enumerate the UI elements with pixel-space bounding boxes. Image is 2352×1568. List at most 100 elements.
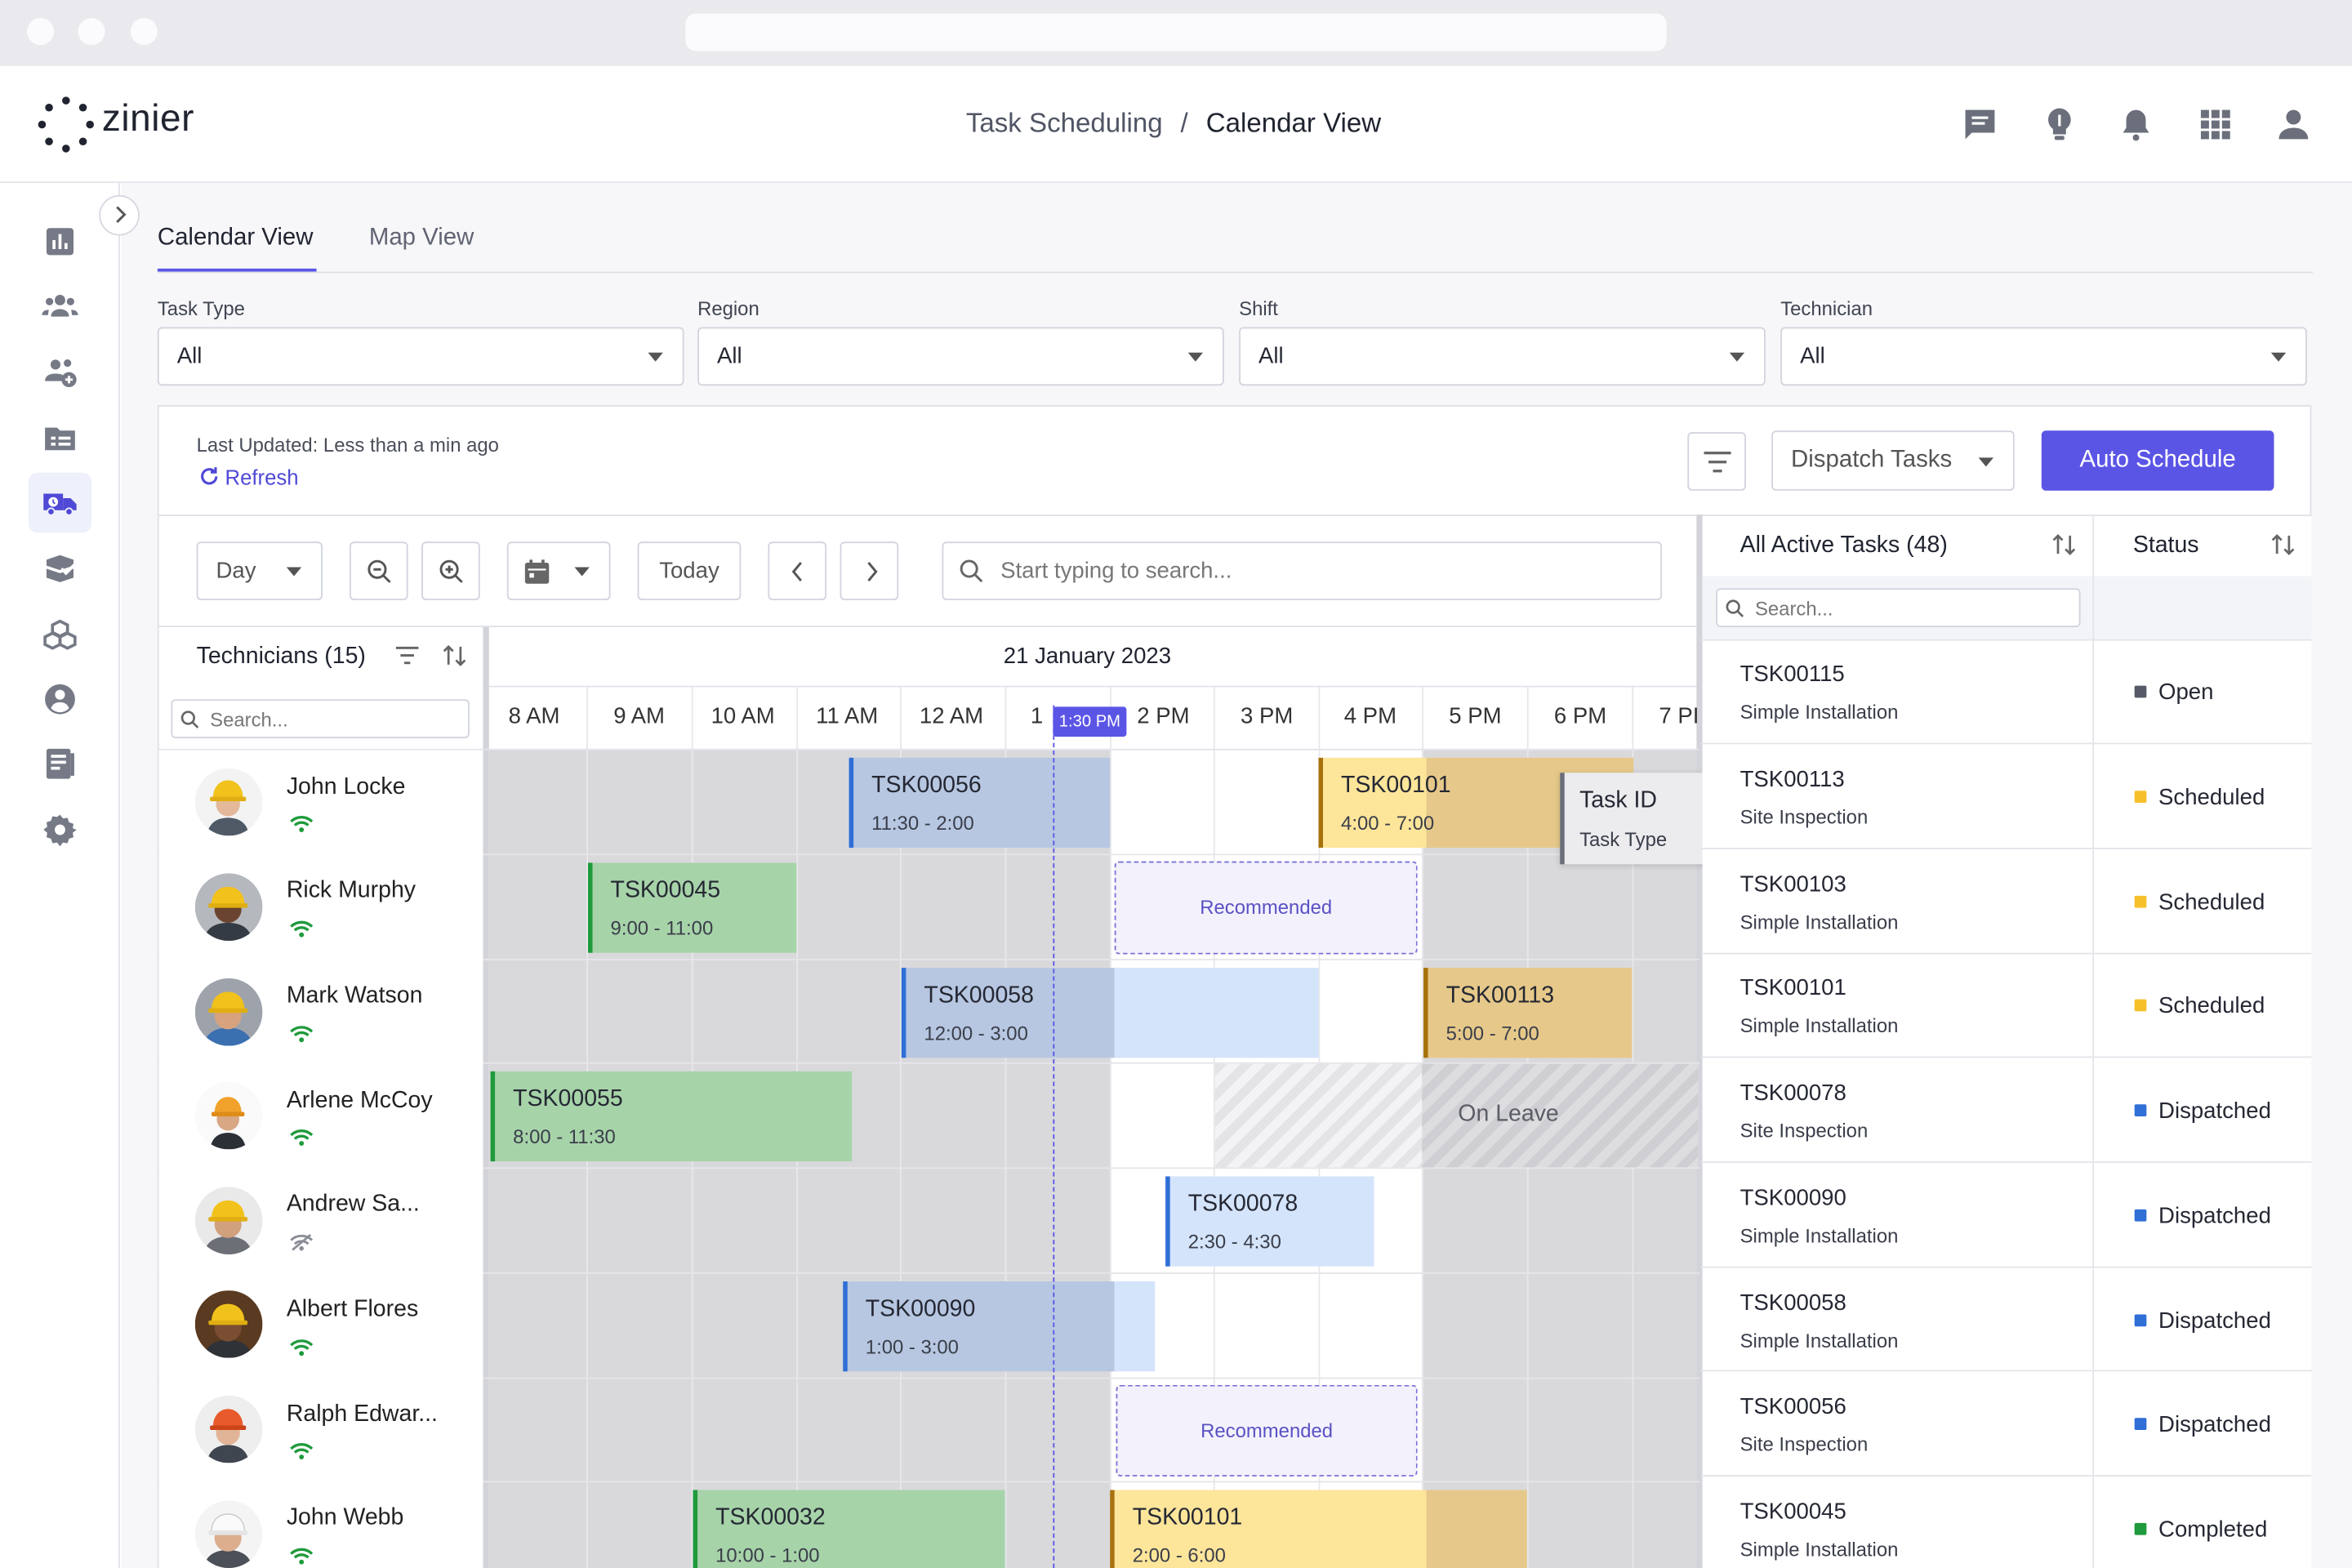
- active-task-id[interactable]: TSK00101: [1740, 975, 1846, 1001]
- hour-label: 12 AM: [919, 703, 984, 729]
- task-block[interactable]: TSK00045 9:00 - 11:00: [587, 862, 797, 953]
- active-task-id[interactable]: TSK00090: [1740, 1185, 1846, 1211]
- hour-label: 9 AM: [613, 703, 666, 729]
- toolbar-divider: [158, 626, 1700, 627]
- shift-select[interactable]: All: [1239, 327, 1766, 386]
- tab-calendar-view[interactable]: Calendar View: [157, 225, 314, 251]
- task-block[interactable]: TSK00056 11:30 - 2:00: [849, 757, 1111, 849]
- technician-name[interactable]: John Locke: [286, 774, 406, 800]
- lightbulb-icon[interactable]: [2040, 105, 2079, 145]
- avatar: [194, 1500, 263, 1568]
- hour-gridline: [1213, 687, 1215, 1568]
- date-picker-button[interactable]: [506, 541, 611, 600]
- today-button[interactable]: Today: [637, 541, 742, 600]
- task-id: TSK00032: [715, 1504, 826, 1531]
- active-task-type: Simple Installation: [1740, 701, 1899, 724]
- technician-name[interactable]: Andrew Sa...: [286, 1191, 420, 1218]
- active-task-id[interactable]: TSK00113: [1740, 766, 1845, 792]
- task-block[interactable]: TSK00101 2:00 - 6:00: [1110, 1490, 1527, 1568]
- tab-map-view[interactable]: Map View: [368, 225, 474, 251]
- account-circle-icon[interactable]: [42, 681, 78, 717]
- status-dot: [2134, 1000, 2147, 1012]
- hour-gridline: [1004, 687, 1007, 1568]
- status-sort-icon[interactable]: [2270, 531, 2296, 558]
- dispatch-tasks-dropdown[interactable]: Dispatch Tasks: [1771, 430, 2015, 491]
- technician-name[interactable]: John Webb: [286, 1504, 404, 1531]
- address-bar[interactable]: [685, 13, 1667, 51]
- task-block[interactable]: TSK00032 10:00 - 1:00: [693, 1490, 1005, 1568]
- task-type-select[interactable]: All: [157, 327, 684, 386]
- team-icon[interactable]: [42, 288, 78, 324]
- active-task-id[interactable]: TSK00115: [1740, 662, 1845, 688]
- task-id: TSK00113: [1446, 982, 1555, 1009]
- technician-name[interactable]: Mark Watson: [286, 982, 423, 1009]
- active-task-status: Scheduled: [2158, 993, 2265, 1019]
- wifi-online-icon: [289, 1337, 314, 1356]
- add-team-icon[interactable]: [42, 354, 78, 390]
- refresh-icon[interactable]: [198, 466, 220, 488]
- chevron-down-icon: [286, 567, 302, 577]
- active-task-id[interactable]: TSK00045: [1740, 1499, 1846, 1525]
- window-maximize-dot[interactable]: [130, 18, 158, 46]
- folder-icon[interactable]: [42, 420, 78, 456]
- task-block[interactable]: TSK00055 8:00 - 11:30: [490, 1071, 853, 1162]
- task-time: 9:00 - 11:00: [610, 916, 714, 940]
- active-task-type: Simple Installation: [1740, 1223, 1899, 1247]
- region-select[interactable]: All: [697, 327, 1224, 386]
- task-block[interactable]: TSK00090 1:00 - 3:00: [843, 1281, 1156, 1372]
- task-search-input[interactable]: Start typing to search...: [942, 541, 1663, 600]
- dispatch-truck-icon[interactable]: [42, 484, 78, 520]
- status-dot: [2134, 1104, 2147, 1116]
- technician-name[interactable]: Rick Murphy: [286, 877, 416, 904]
- task-block[interactable]: TSK00113 5:00 - 7:00: [1423, 968, 1633, 1058]
- filter-button[interactable]: [1687, 432, 1746, 491]
- chat-icon[interactable]: [1961, 105, 2000, 145]
- technician-name[interactable]: Arlene McCoy: [286, 1088, 433, 1114]
- status-dot: [2134, 1522, 2147, 1535]
- sidebar-toggle-button[interactable]: [99, 194, 140, 236]
- active-tasks-sort-icon[interactable]: [2051, 531, 2078, 558]
- shift-value: All: [1258, 343, 1284, 369]
- status-dot: [2134, 1313, 2147, 1326]
- zoom-out-button[interactable]: [349, 541, 408, 600]
- view-mode-dropdown[interactable]: Day: [196, 541, 323, 600]
- task-block[interactable]: TSK00058 12:00 - 3:00: [901, 968, 1319, 1058]
- task-time: 10:00 - 1:00: [715, 1544, 820, 1567]
- technician-name[interactable]: Ralph Edwar...: [286, 1401, 438, 1428]
- zoom-in-icon: [439, 559, 463, 583]
- reports-book-icon[interactable]: [42, 746, 78, 782]
- technician-sort-icon[interactable]: [441, 642, 468, 669]
- dashboard-chart-icon[interactable]: [42, 224, 78, 260]
- active-task-id[interactable]: TSK00103: [1740, 871, 1846, 897]
- active-task-id[interactable]: TSK00058: [1740, 1290, 1846, 1316]
- status-dot: [2134, 894, 2147, 907]
- recommended-slot[interactable]: Recommended: [1114, 861, 1418, 955]
- settings-gear-icon[interactable]: [42, 812, 78, 848]
- auto-schedule-button[interactable]: Auto Schedule: [2041, 430, 2274, 491]
- breadcrumb-parent[interactable]: Task Scheduling: [965, 108, 1163, 139]
- task-id: TSK00078: [1187, 1191, 1298, 1218]
- panel-divider: [158, 514, 2312, 517]
- bell-icon[interactable]: [2117, 105, 2156, 145]
- task-block[interactable]: TSK00078 2:30 - 4:30: [1165, 1176, 1374, 1267]
- user-profile-icon[interactable]: [2274, 105, 2313, 145]
- window-close-dot[interactable]: [27, 18, 55, 46]
- technician-filter-icon[interactable]: [394, 645, 420, 666]
- active-tasks-search-input[interactable]: Search...: [1716, 588, 2081, 627]
- refresh-link[interactable]: Refresh: [225, 465, 299, 489]
- apps-grid-icon[interactable]: [2196, 105, 2235, 145]
- inventory-boxes-icon[interactable]: [42, 617, 78, 653]
- verified-box-icon[interactable]: [42, 550, 78, 586]
- technician-name[interactable]: Albert Flores: [286, 1296, 419, 1322]
- previous-day-button[interactable]: [768, 541, 827, 600]
- window-minimize-dot[interactable]: [78, 18, 105, 46]
- zoom-in-button[interactable]: [421, 541, 480, 600]
- technician-select[interactable]: All: [1780, 327, 2307, 386]
- active-task-id[interactable]: TSK00078: [1740, 1080, 1846, 1107]
- recommended-slot[interactable]: Recommended: [1116, 1384, 1418, 1477]
- task-time: 11:30 - 2:00: [871, 811, 974, 835]
- active-task-id[interactable]: TSK00056: [1740, 1394, 1846, 1420]
- row-divider: [1700, 1475, 2312, 1477]
- technician-search-input[interactable]: Search...: [171, 699, 470, 738]
- next-day-button[interactable]: [840, 541, 899, 600]
